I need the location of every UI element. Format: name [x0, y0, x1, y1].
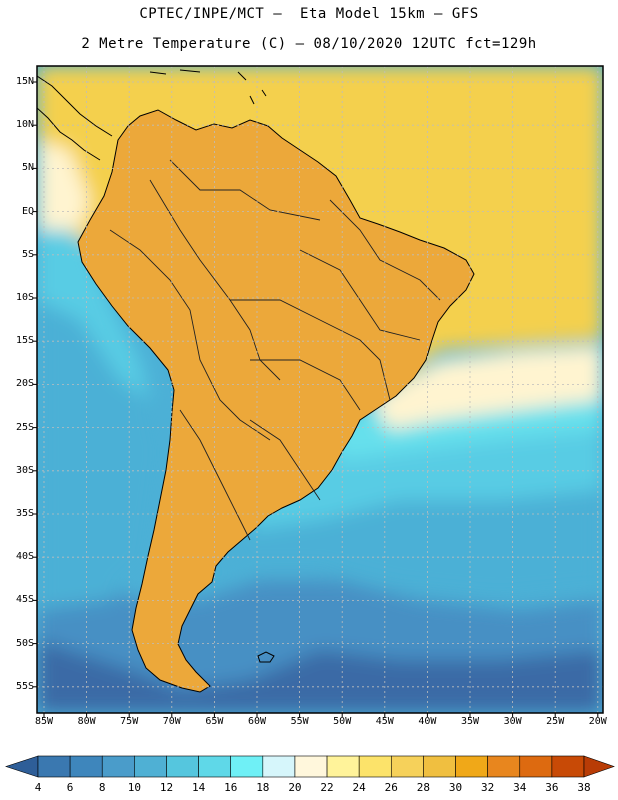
lat-label: 45S	[15, 594, 34, 606]
colorbar-label: 22	[320, 781, 334, 794]
colorbar-label: 38	[577, 781, 591, 794]
colorbar-swatch	[134, 755, 167, 778]
ocean-mid-zone	[37, 240, 165, 610]
colorbar-label: 20	[288, 781, 302, 794]
falkland-islands	[257, 651, 275, 663]
lat-label: 50S	[15, 637, 34, 649]
colorbar-label: 16	[224, 781, 238, 794]
colorbar-swatch	[551, 755, 585, 778]
lat-label: 10N	[15, 119, 34, 131]
eastern-pacific-cream	[37, 140, 90, 230]
map-border	[36, 65, 604, 714]
colorbar-swatch	[519, 755, 553, 778]
colorbar-label: 34	[513, 781, 527, 794]
lon-label: 60W	[247, 716, 267, 727]
colorbar-swatch	[326, 755, 360, 778]
lat-label: 30S	[15, 464, 34, 476]
colorbar-swatch	[101, 755, 135, 778]
caribbean-islands	[149, 69, 267, 105]
lon-label: 50W	[333, 716, 352, 727]
lon-label: 85W	[34, 716, 54, 727]
map-title-line1: CPTEC/INPE/MCT – Eta Model 15km – GFS	[139, 6, 479, 22]
colorbar-swatch	[455, 755, 488, 778]
colorbar-label: 8	[98, 781, 106, 794]
colorbar-label: 18	[256, 781, 270, 794]
colorbar-label: 6	[66, 781, 74, 794]
colorbar-swatch	[487, 755, 521, 778]
colorbar-swatch	[358, 755, 392, 778]
colorbar-swatch	[37, 755, 71, 778]
colorbar-swatch	[230, 755, 264, 778]
colorbar-label: 26	[384, 781, 398, 794]
country-borders	[109, 159, 441, 541]
colorbar-label: 4	[34, 781, 42, 794]
lat-label: 10S	[15, 292, 34, 303]
colorbar-label: 32	[481, 781, 495, 794]
colorbar-swatch	[69, 755, 103, 778]
lat-label: 15S	[15, 335, 34, 347]
lon-label: 70W	[162, 716, 181, 727]
lon-label: 80W	[77, 716, 96, 727]
colorbar-swatch	[294, 755, 328, 778]
lon-label: 40W	[418, 716, 437, 727]
colorbar-label: 12	[159, 781, 174, 794]
lat-label: 20S	[15, 378, 34, 390]
lat-label: 40S	[15, 551, 34, 563]
colorbar-under-arrow	[5, 755, 39, 778]
lat-label: 25S	[15, 421, 34, 433]
colorbar-label: 24	[352, 781, 366, 794]
lat-label: 5N	[21, 162, 34, 174]
lon-label: 55W	[290, 716, 309, 727]
colorbar-label: 28	[416, 781, 431, 794]
colorbar-swatch	[423, 755, 456, 778]
colorbar	[5, 755, 615, 778]
lat-label: 35S	[15, 508, 34, 519]
temperature-field	[37, 66, 603, 713]
colorbar-swatch	[166, 755, 199, 778]
map-title-line2: 2 Metre Temperature (C) – 08/10/2020 12U…	[81, 36, 537, 52]
lon-label: 75W	[120, 716, 139, 727]
lat-lon-grid	[37, 66, 603, 713]
lat-label: EQ	[21, 205, 34, 217]
colorbar-swatch	[198, 755, 232, 778]
colorbar-label: 30	[448, 781, 463, 794]
ocean-cold-zone	[37, 640, 603, 713]
colorbar-label: 10	[127, 781, 141, 794]
lon-label: 35W	[460, 716, 480, 727]
colorbar-label: 14	[191, 781, 206, 794]
lat-label: 15N	[15, 76, 34, 87]
lon-label: 20W	[588, 716, 607, 727]
colorbar-over-arrow	[583, 755, 615, 778]
lat-label: 5S	[21, 248, 34, 260]
lon-label: 45W	[375, 716, 394, 727]
colorbar-swatch	[390, 755, 424, 778]
ocean-warm-zone	[37, 225, 150, 400]
colorbar-label: 36	[545, 781, 559, 794]
lon-label: 30W	[503, 716, 522, 727]
lat-label: 55S	[15, 680, 34, 692]
lon-label: 65W	[205, 716, 224, 727]
axis-ticks	[33, 81, 599, 717]
colorbar-swatch	[262, 755, 296, 778]
lon-label: 25W	[546, 716, 565, 727]
atlantic-cream-band	[370, 345, 603, 430]
